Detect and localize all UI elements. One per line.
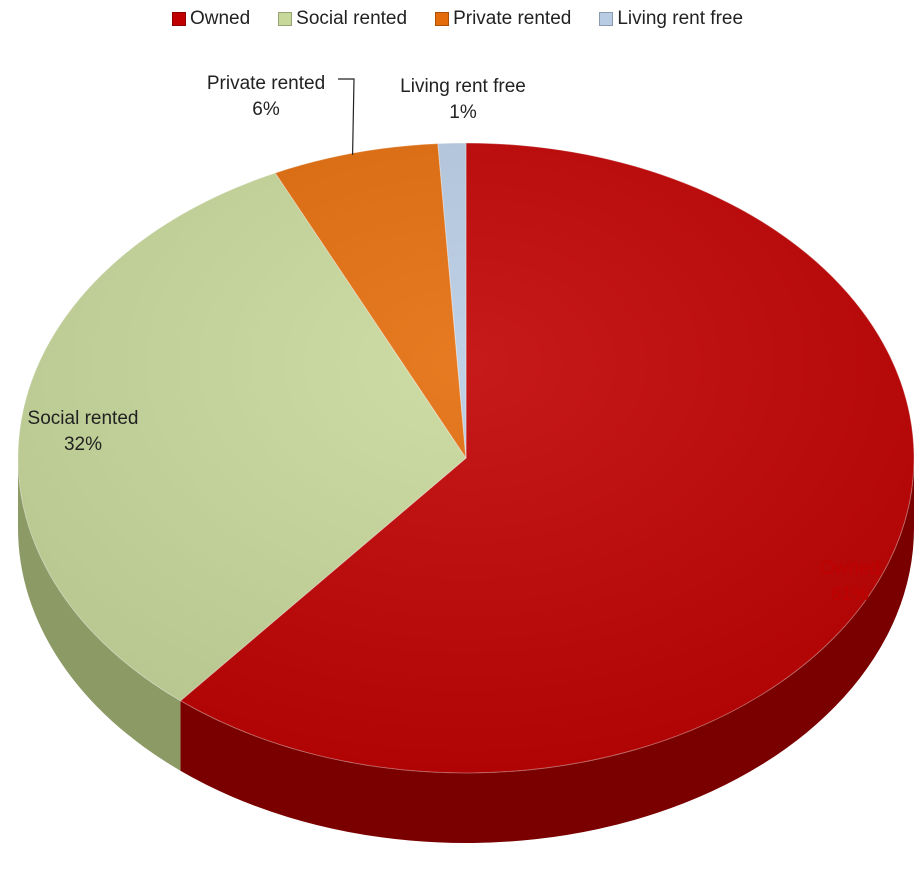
data-label-category-living-rent-free: Living rent free	[400, 76, 526, 97]
data-label-category-owned: Owned	[820, 558, 880, 579]
data-label-category-social-rented: Social rented	[28, 408, 139, 429]
data-label-private-rented: Private rented 6%	[207, 73, 325, 120]
legend-swatch-social-rented	[278, 12, 293, 26]
pie-slices	[17, 142, 915, 774]
pie-data-labels: Owned 61% Social rented 32% Private rented 6%…	[28, 73, 881, 605]
legend-item-social-rented: Social rented	[278, 8, 407, 30]
data-label-value-social-rented: 32%	[64, 434, 102, 455]
data-label-value-living-rent-free: 1%	[449, 102, 477, 123]
legend-label-living-rent-free: Living rent free	[617, 8, 744, 29]
legend-swatch-living-rent-free	[599, 12, 614, 26]
leader-line-private-rented	[338, 78, 355, 155]
legend-swatch-private-rented	[435, 12, 450, 26]
legend-label-owned: Owned	[189, 8, 251, 29]
chart-legend: Owned Social rented Private rented Livin…	[0, 8, 915, 30]
legend-item-owned: Owned	[171, 8, 251, 30]
data-label-social-rented: Social rented 32%	[28, 408, 139, 455]
legend-item-living-rent-free: Living rent free	[599, 8, 743, 30]
legend-swatch-owned	[171, 12, 186, 26]
data-label-living-rent-free: Living rent free 1%	[400, 76, 526, 123]
legend-label-social-rented: Social rented	[296, 8, 408, 29]
data-label-owned: Owned 61%	[820, 558, 880, 605]
data-label-value-private-rented: 6%	[252, 99, 280, 120]
data-label-value-owned: 61%	[831, 584, 869, 605]
legend-item-private-rented: Private rented	[435, 8, 571, 30]
legend-label-private-rented: Private rented	[453, 8, 572, 29]
data-label-category-private-rented: Private rented	[207, 73, 325, 94]
